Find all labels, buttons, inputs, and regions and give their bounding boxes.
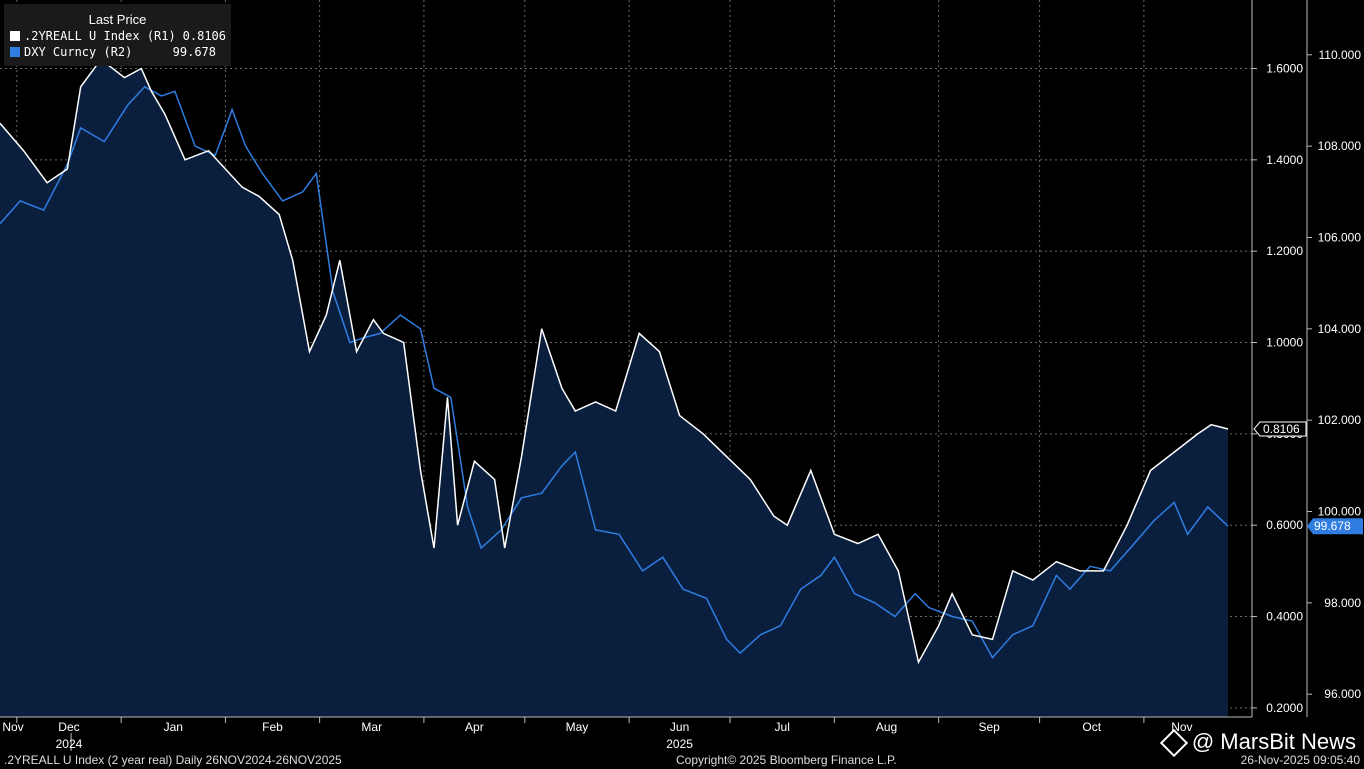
y-outer-tick-label: 108.000 [1318, 139, 1362, 153]
x-tick-label: Feb [262, 720, 283, 734]
badge-2yreal-label: 0.8106 [1263, 422, 1300, 436]
y-outer-tick-label: 98.000 [1324, 596, 1361, 610]
y-outer-tick-label: 106.000 [1318, 230, 1362, 244]
legend-item-value: 99.678 [172, 45, 216, 59]
series-line-2yreal [0, 58, 1229, 665]
badge-dxy-label: 99.678 [1314, 519, 1351, 533]
footer-center: Copyright© 2025 Bloomberg Finance L.P. [676, 753, 897, 767]
y-outer-tick-label: 104.000 [1318, 322, 1362, 336]
x-tick-label: Sep [978, 720, 1000, 734]
watermark-text: @ MarsBit News [1191, 729, 1356, 754]
y-inner-tick-label: 1.6000 [1266, 62, 1303, 76]
x-tick-label: Apr [465, 720, 484, 734]
y-inner-tick-label: 0.2000 [1266, 701, 1303, 715]
y-inner-tick-label: 1.0000 [1266, 336, 1303, 350]
x-year-label: 2025 [666, 737, 693, 751]
legend-item-dxy: DXY Curncy (R2) 99.678 [10, 45, 230, 60]
x-tick-label: Jun [670, 720, 689, 734]
legend-swatch-blue [10, 47, 20, 57]
x-tick-label: May [566, 720, 589, 734]
marsbit-logo-icon [1159, 729, 1189, 758]
legend-header: Last Price [88, 12, 147, 27]
footer-right: 26-Nov-2025 09:05:40 [1240, 753, 1360, 767]
x-axis: Nov Dec Jan Feb Mar Apr May Jun Jul Aug Sep Oct Nov 2… [2, 717, 1193, 751]
y-axis-outer: 110.000 108.000 106.000 104.000 102.000 100.0… [1307, 48, 1361, 701]
legend: Last Price .2YREALL U Index (R1) 0.8106 … [4, 4, 231, 66]
x-tick-label: Jul [775, 720, 790, 734]
y-inner-tick-label: 0.4000 [1266, 610, 1303, 624]
y-outer-tick-label: 100.000 [1318, 504, 1362, 518]
footer-left: .2YREALL U Index (2 year real) Daily 26N… [4, 753, 342, 767]
legend-item-value: 0.8106 [182, 29, 226, 43]
y-inner-tick-label: 1.4000 [1266, 153, 1303, 167]
badge-dxy [1307, 518, 1363, 535]
x-tick-label: Aug [876, 720, 897, 734]
last-value-badges: 0.8106 99.678 [1253, 421, 1363, 535]
legend-swatch-white [10, 31, 20, 41]
badge-2yreal [1253, 421, 1307, 437]
y-inner-tick-label: 0.6000 [1266, 518, 1303, 532]
y-axis-inner: 1.60001.40001.20001.00000.80000.60000.40… [1252, 62, 1303, 715]
x-tick-label: Nov [2, 720, 23, 734]
legend-item-name: DXY Curncy (R2) [24, 45, 133, 59]
x-tick-label: Oct [1082, 720, 1101, 734]
x-tick-label: Jan [164, 720, 183, 734]
x-year-label: 2024 [56, 737, 83, 751]
legend-item-name: .2YREALL U Index (R1) [24, 29, 176, 43]
x-tick-label: Mar [361, 720, 382, 734]
y-inner-tick-label: 1.2000 [1266, 244, 1303, 258]
watermark: @ MarsBit News [1159, 729, 1356, 758]
x-tick-label: Nov [1171, 720, 1192, 734]
legend-item-2yreal: .2YREALL U Index (R1) 0.8106 [10, 29, 230, 44]
y-outer-tick-label: 110.000 [1319, 48, 1362, 62]
area-fill [0, 59, 1228, 717]
x-tick-label: Dec [58, 720, 79, 734]
y-outer-tick-label: 102.000 [1318, 413, 1362, 427]
y-outer-tick-label: 96.000 [1324, 687, 1361, 701]
